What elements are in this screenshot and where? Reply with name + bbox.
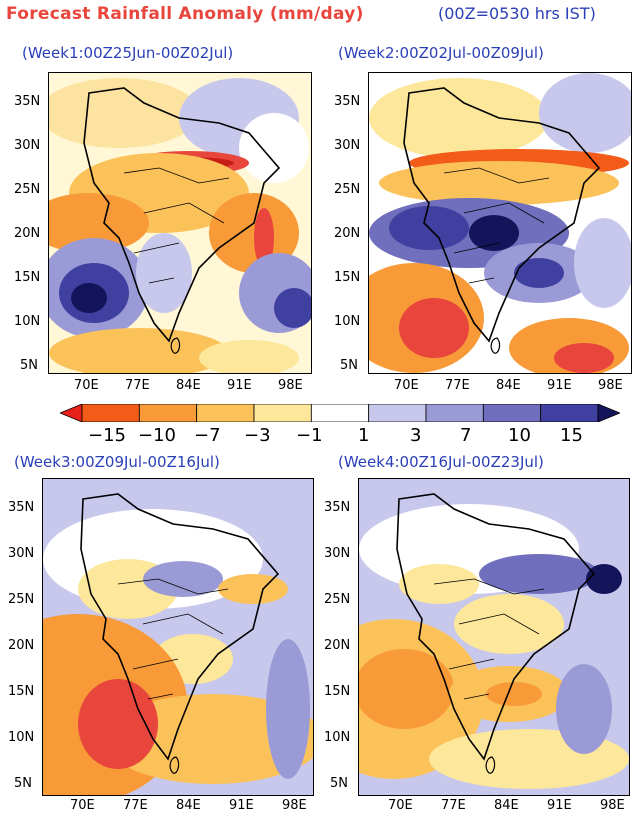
lon-label: 91E xyxy=(227,378,252,393)
colorbar-label: 15 xyxy=(560,425,583,446)
map-panel-week4 xyxy=(358,478,630,796)
colorbar-label: −3 xyxy=(244,425,271,446)
lon-label: 91E xyxy=(229,798,254,813)
map-panel-week3 xyxy=(42,478,314,796)
time-note: (00Z=0530 hrs IST) xyxy=(438,4,596,23)
map-panel-week2 xyxy=(368,72,632,374)
lon-label: 84E xyxy=(176,798,201,813)
colorbar-segment xyxy=(310,404,370,422)
map-panel-week1 xyxy=(48,72,312,374)
lat-label: 25N xyxy=(14,182,41,197)
lat-label: 15N xyxy=(324,684,351,699)
lon-label: 70E xyxy=(394,378,419,393)
lat-label: 20N xyxy=(8,638,35,653)
lat-label: 30N xyxy=(324,546,351,561)
lon-label: 91E xyxy=(547,798,572,813)
colorbar xyxy=(60,404,620,422)
lat-label: 20N xyxy=(324,638,351,653)
lat-label: 10N xyxy=(14,314,41,329)
map-week2-graphic xyxy=(369,73,631,373)
lat-label: 25N xyxy=(334,182,361,197)
lat-label: 5N xyxy=(20,358,38,373)
lat-label: 25N xyxy=(324,592,351,607)
map-week3-graphic xyxy=(43,479,313,795)
lat-label: 5N xyxy=(340,358,358,373)
lon-label: 91E xyxy=(547,378,572,393)
lat-label: 30N xyxy=(8,546,35,561)
lat-label: 5N xyxy=(14,776,32,791)
panel-title-week2: (Week2:00Z02Jul-00Z09Jul) xyxy=(338,44,544,62)
colorbar-label: −15 xyxy=(88,425,126,446)
colorbar-segment xyxy=(425,404,484,422)
lat-label: 35N xyxy=(324,500,351,515)
lat-label: 15N xyxy=(8,684,35,699)
colorbar-segment xyxy=(138,404,198,422)
colorbar-segment xyxy=(482,404,542,422)
colorbar-segment xyxy=(597,404,620,422)
lon-label: 84E xyxy=(496,378,521,393)
lat-label: 35N xyxy=(334,94,361,109)
lon-label: 98E xyxy=(278,378,303,393)
lat-label: 10N xyxy=(8,730,35,745)
main-title: Forecast Rainfall Anomaly (mm/day) xyxy=(6,4,364,24)
lat-label: 30N xyxy=(14,138,41,153)
lon-label: 84E xyxy=(176,378,201,393)
lat-label: 35N xyxy=(8,500,35,515)
colorbar-segment xyxy=(60,404,83,422)
lat-label: 10N xyxy=(334,314,361,329)
colorbar-label: 10 xyxy=(508,425,531,446)
map-week1-graphic xyxy=(49,73,311,373)
lon-label: 77E xyxy=(441,798,466,813)
lon-label: 77E xyxy=(125,378,150,393)
lat-label: 10N xyxy=(324,730,351,745)
colorbar-label: −10 xyxy=(138,425,176,446)
lat-label: 5N xyxy=(330,776,348,791)
lat-label: 35N xyxy=(14,94,41,109)
lat-label: 25N xyxy=(8,592,35,607)
colorbar-segment xyxy=(196,404,255,422)
lon-label: 98E xyxy=(600,798,625,813)
lat-label: 20N xyxy=(14,226,41,241)
colorbar-label: 1 xyxy=(358,425,370,446)
colorbar-label: −1 xyxy=(296,425,323,446)
lat-label: 15N xyxy=(334,270,361,285)
lon-label: 70E xyxy=(74,378,99,393)
lon-label: 77E xyxy=(123,798,148,813)
colorbar-segment xyxy=(81,404,140,422)
lat-label: 30N xyxy=(334,138,361,153)
panel-title-week1: (Week1:00Z25Jun-00Z02Jul) xyxy=(22,44,234,62)
lat-label: 20N xyxy=(334,226,361,241)
map-week4-graphic xyxy=(359,479,629,795)
lon-label: 77E xyxy=(445,378,470,393)
colorbar-segment xyxy=(253,404,312,422)
lon-label: 98E xyxy=(598,378,623,393)
lon-label: 70E xyxy=(388,798,413,813)
panel-title-week3: (Week3:00Z09Jul-00Z16Jul) xyxy=(14,453,220,471)
panel-title-week4: (Week4:00Z16Jul-00Z23Jul) xyxy=(338,453,544,471)
lon-label: 84E xyxy=(494,798,519,813)
colorbar-segment xyxy=(540,404,599,422)
lon-label: 98E xyxy=(282,798,307,813)
colorbar-label: −7 xyxy=(194,425,221,446)
colorbar-label: 7 xyxy=(460,425,472,446)
lon-label: 70E xyxy=(70,798,95,813)
colorbar-label: 3 xyxy=(410,425,422,446)
lat-label: 15N xyxy=(14,270,41,285)
colorbar-segment xyxy=(368,404,427,422)
